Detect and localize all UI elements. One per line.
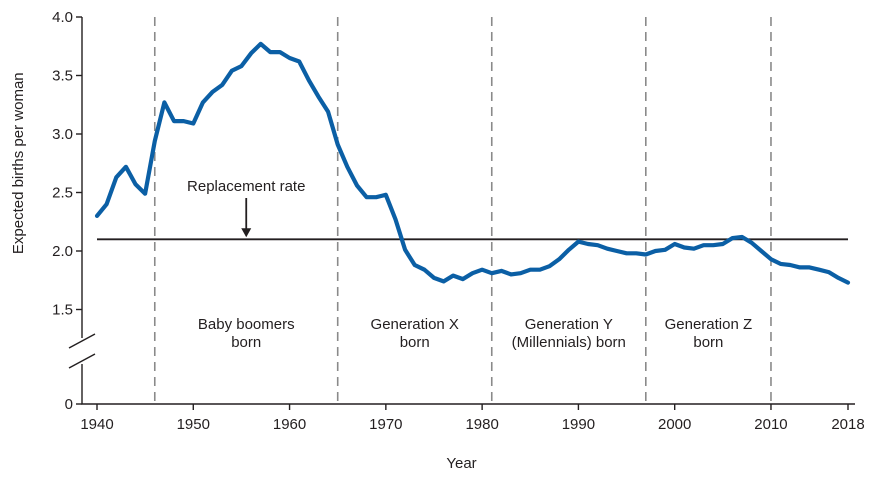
generation-label: born (231, 334, 261, 351)
x-tick-label: 1960 (273, 416, 306, 433)
y-axis-title: Expected births per woman (10, 72, 27, 254)
x-tick-label: 2018 (831, 416, 864, 433)
generation-label: Generation Z (665, 316, 753, 333)
fertility-rate-line (94, 41, 851, 285)
y-tick-label: 2.5 (52, 185, 73, 202)
x-tick-label: 2010 (754, 416, 787, 433)
x-tick-label: 2000 (658, 416, 691, 433)
axes: 0 1.5 2.0 2.5 3.0 3.5 4.0 1940 1950 1960 1970 1980 1… (10, 9, 865, 472)
generation-label: (Millennials) born (512, 334, 626, 351)
generation-dividers (153, 17, 772, 404)
y-tick-label: 3.0 (52, 126, 73, 143)
y-tick-label: 0 (65, 396, 73, 413)
generation-label: Generation X (371, 316, 459, 333)
x-tick-label: 1970 (369, 416, 402, 433)
y-tick-label: 1.5 (52, 302, 73, 319)
generation-label: Generation Y (525, 316, 613, 333)
axis-break-mark (68, 353, 96, 369)
series-group (94, 41, 851, 285)
x-tick-label: 1940 (80, 416, 113, 433)
x-tick-label: 1980 (465, 416, 498, 433)
x-axis-title: Year (446, 455, 476, 472)
axis-break-mark (68, 333, 96, 349)
y-tick-label: 4.0 (52, 9, 73, 26)
axis-lines (81, 17, 855, 405)
y-tick-label: 3.5 (52, 68, 73, 85)
replacement-rate-arrowhead (241, 228, 252, 238)
y-tick-label: 2.0 (52, 243, 73, 260)
x-tick-label: 1950 (177, 416, 210, 433)
generation-label: Baby boomers (198, 316, 295, 333)
x-tick-label: 1990 (562, 416, 595, 433)
replacement-rate-label: Replacement rate (187, 178, 305, 195)
replacement-rate-group: Replacement rate (97, 178, 848, 241)
generation-label: born (693, 334, 723, 351)
generation-label: born (400, 334, 430, 351)
